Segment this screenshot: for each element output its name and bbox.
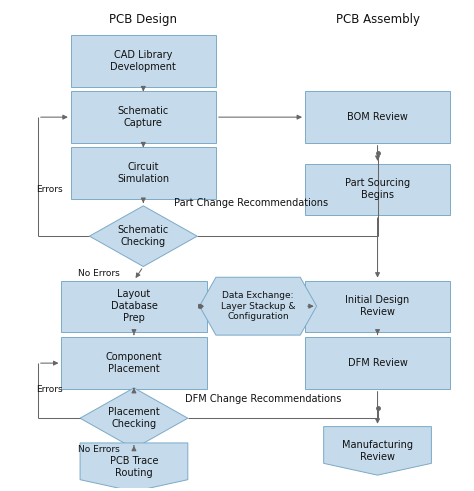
- Text: Circuit
Simulation: Circuit Simulation: [117, 162, 169, 184]
- Text: Component
Placement: Component Placement: [106, 352, 162, 374]
- FancyBboxPatch shape: [61, 337, 207, 389]
- FancyBboxPatch shape: [61, 280, 207, 332]
- Text: CAD Library
Development: CAD Library Development: [110, 50, 176, 72]
- FancyBboxPatch shape: [71, 147, 216, 199]
- Polygon shape: [80, 388, 188, 449]
- Polygon shape: [200, 277, 317, 335]
- Text: PCB Trace
Routing: PCB Trace Routing: [109, 456, 158, 478]
- Text: DFM Change Recommendations: DFM Change Recommendations: [184, 394, 341, 404]
- Text: Schematic
Capture: Schematic Capture: [118, 106, 169, 128]
- Text: Errors: Errors: [36, 385, 63, 394]
- Text: No Errors: No Errors: [78, 445, 119, 455]
- Text: DFM Review: DFM Review: [347, 358, 408, 368]
- Polygon shape: [80, 443, 188, 491]
- Text: Data Exchange:
Layer Stackup &
Configuration: Data Exchange: Layer Stackup & Configura…: [221, 291, 295, 321]
- FancyBboxPatch shape: [305, 280, 450, 332]
- Text: PCB Design: PCB Design: [109, 13, 177, 26]
- FancyBboxPatch shape: [305, 337, 450, 389]
- Text: Errors: Errors: [36, 185, 63, 194]
- Text: No Errors: No Errors: [78, 269, 119, 278]
- FancyBboxPatch shape: [71, 35, 216, 87]
- Text: Initial Design
Review: Initial Design Review: [346, 295, 410, 317]
- Text: Layout
Database
Prep: Layout Database Prep: [110, 289, 157, 323]
- Text: Schematic
Checking: Schematic Checking: [118, 225, 169, 247]
- Text: BOM Review: BOM Review: [347, 112, 408, 122]
- FancyBboxPatch shape: [305, 164, 450, 215]
- Polygon shape: [90, 206, 197, 267]
- FancyBboxPatch shape: [305, 91, 450, 143]
- Text: Manufacturing
Review: Manufacturing Review: [342, 440, 413, 462]
- Text: Part Change Recommendations: Part Change Recommendations: [174, 198, 328, 209]
- Text: PCB Assembly: PCB Assembly: [336, 13, 419, 26]
- Polygon shape: [324, 427, 431, 475]
- Text: Part Sourcing
Begins: Part Sourcing Begins: [345, 179, 410, 200]
- FancyBboxPatch shape: [71, 91, 216, 143]
- Text: Placement
Checking: Placement Checking: [108, 407, 160, 429]
